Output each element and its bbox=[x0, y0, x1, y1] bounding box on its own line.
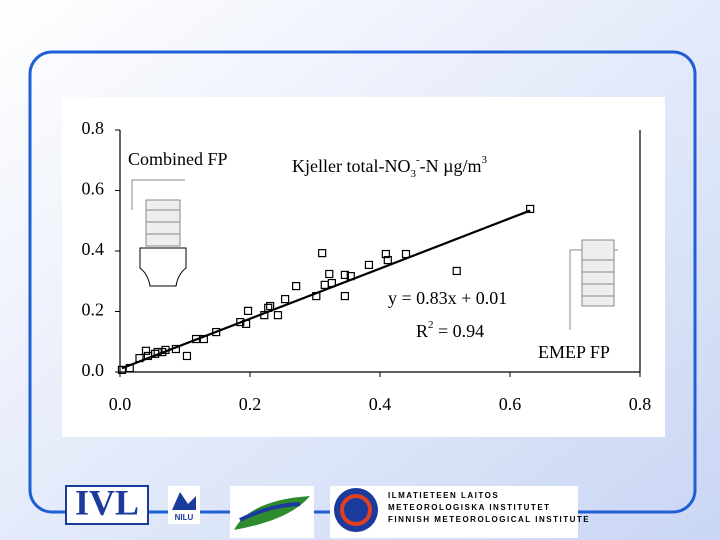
nilu-text: NILU bbox=[175, 513, 194, 522]
y-tick-label: 0.6 bbox=[82, 179, 105, 199]
sampler-icon-right bbox=[569, 239, 618, 330]
point bbox=[266, 301, 275, 311]
title-part: 3 bbox=[410, 168, 416, 180]
x-tick-label: 0.4 bbox=[369, 394, 392, 414]
r-squared: R2 = 0.94 bbox=[416, 319, 484, 342]
trendline bbox=[121, 209, 531, 370]
y-tick-label: 0.0 bbox=[82, 360, 105, 380]
point bbox=[117, 365, 127, 374]
y-tick-label: 0.2 bbox=[82, 300, 105, 320]
point bbox=[452, 266, 461, 276]
annotation: EMEP FP bbox=[538, 342, 610, 362]
r-squared-part: R bbox=[416, 321, 428, 341]
point bbox=[292, 281, 301, 291]
annotation: Combined FP bbox=[128, 149, 228, 169]
chart-area bbox=[62, 97, 665, 437]
fmi-text: METEOROLOGISKA INSTITUTET bbox=[388, 503, 551, 512]
x-tick-label: 0.0 bbox=[109, 394, 132, 414]
title-part: Kjeller total-NO bbox=[292, 156, 410, 176]
point bbox=[340, 291, 349, 301]
y-tick-label: 0.4 bbox=[82, 239, 105, 259]
point bbox=[273, 311, 283, 320]
point bbox=[243, 306, 253, 315]
chart-title: Kjeller total-NO3--N µg/m3 bbox=[292, 154, 488, 180]
fmi-text: ILMATIETEEN LAITOS bbox=[388, 491, 499, 500]
point bbox=[364, 260, 374, 270]
title-part: - bbox=[416, 154, 420, 166]
y-tick-label: 0.8 bbox=[82, 118, 105, 138]
plot: 0.0 0.2 0.4 0.6 0.8 0.0 0.2 0.4 0.6 0.8 Combined F… bbox=[82, 118, 652, 414]
point bbox=[325, 269, 334, 279]
r-squared-part: 2 bbox=[428, 319, 434, 331]
sampler-icon-left bbox=[131, 179, 187, 287]
point bbox=[141, 346, 151, 355]
point bbox=[318, 249, 327, 258]
x-tick-label: 0.8 bbox=[629, 394, 652, 414]
nilu-mark bbox=[172, 492, 196, 510]
r-squared-part: = 0.94 bbox=[434, 321, 485, 341]
point bbox=[281, 294, 290, 304]
point bbox=[383, 255, 392, 265]
title-part: 3 bbox=[482, 154, 488, 166]
point bbox=[182, 351, 192, 361]
fmi-text: FINNISH METEOROLOGICAL INSTITUTE bbox=[388, 515, 590, 524]
point bbox=[340, 270, 349, 279]
x-tick-label: 0.2 bbox=[239, 394, 262, 414]
trend-equation: y = 0.83x + 0.01 bbox=[388, 288, 507, 308]
x-tick-label: 0.6 bbox=[499, 394, 522, 414]
point bbox=[526, 204, 535, 214]
ivl-text: IVL bbox=[75, 482, 139, 522]
fmi-ring bbox=[340, 494, 372, 526]
title-part: -N µg/m bbox=[420, 156, 482, 176]
ivl-logo bbox=[65, 485, 149, 525]
leaf-band bbox=[239, 502, 301, 522]
point bbox=[381, 249, 390, 259]
